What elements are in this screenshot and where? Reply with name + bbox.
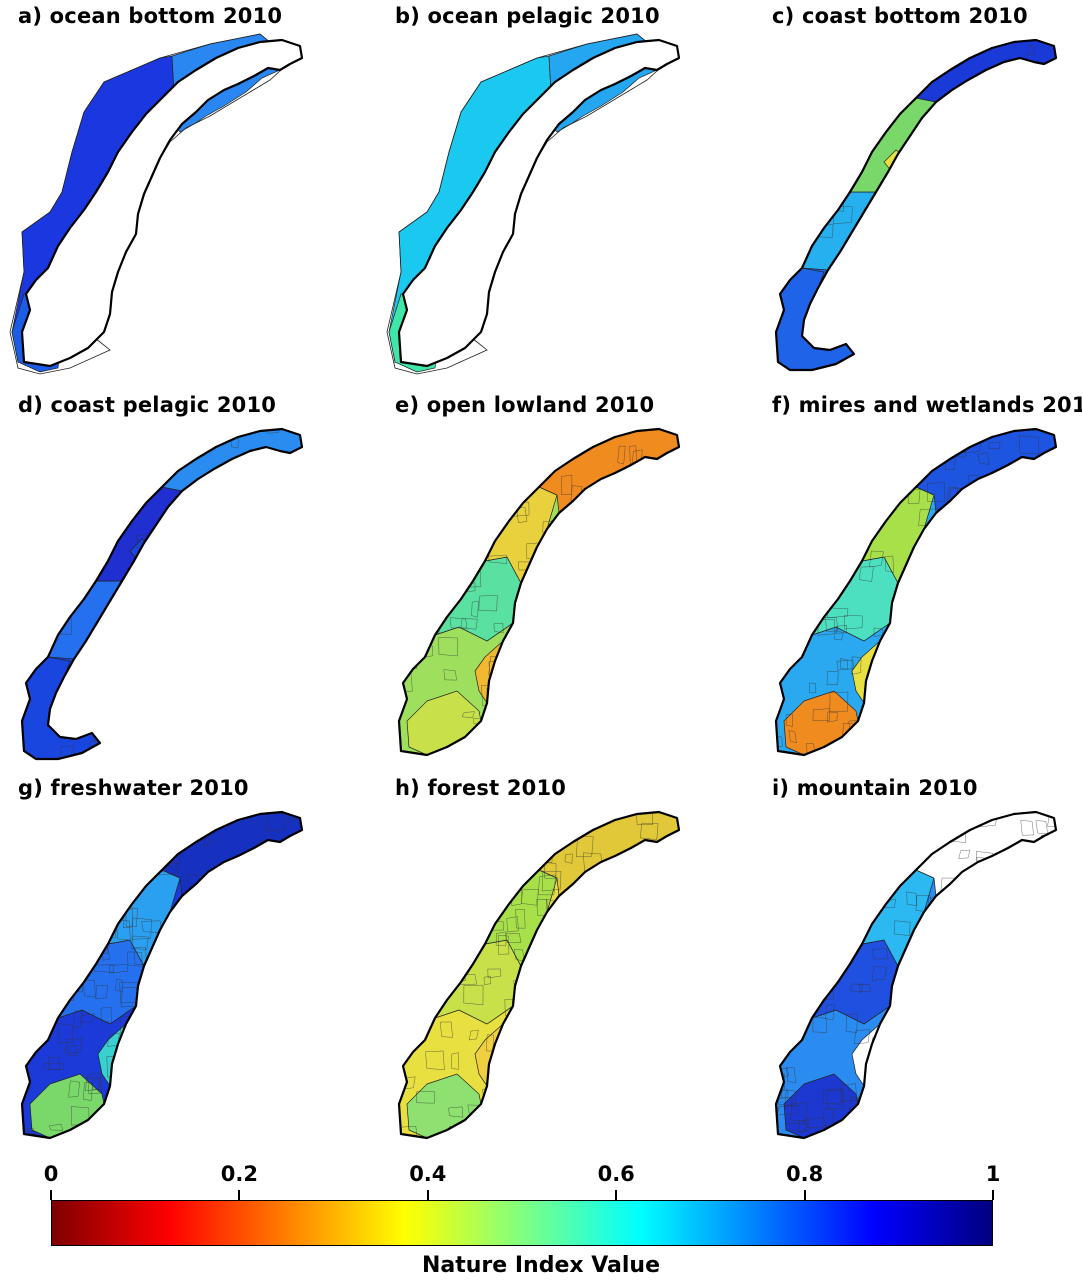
land-area: [22, 40, 302, 366]
map-panel: e) open lowland 2010: [387, 389, 747, 777]
norway-map: [386, 33, 681, 375]
colorbar: [51, 1200, 993, 1246]
panel-title: i) mountain 2010: [772, 776, 978, 800]
panel-title: h) forest 2010: [395, 776, 567, 800]
panel-title: b) ocean pelagic 2010: [395, 4, 660, 28]
map-panel: g) freshwater 2010: [10, 772, 370, 1160]
norway-map: [9, 33, 304, 375]
map-panel: h) forest 2010: [387, 772, 747, 1160]
map-region: [801, 191, 877, 271]
colorbar-tick: [50, 1190, 52, 1200]
norway-map: [774, 810, 1058, 1140]
panel-title: c) coast bottom 2010: [772, 4, 1028, 28]
map-region: [95, 486, 183, 582]
map-region: [915, 429, 1056, 514]
map-panel: b) ocean pelagic 2010: [386, 0, 747, 388]
colorbar-tick-label: 0.6: [597, 1162, 635, 1186]
colorbar-tick-label: 1: [985, 1162, 1001, 1186]
colorbar-tick: [615, 1190, 618, 1200]
colorbar-tick: [803, 1190, 806, 1200]
panel-title: f) mires and wetlands 2010: [772, 393, 1082, 417]
map-region: [161, 812, 302, 897]
norway-map: [20, 810, 304, 1140]
map-region: [849, 97, 937, 193]
map-panel: c) coast bottom 2010: [764, 0, 1082, 388]
map-region: [47, 580, 123, 660]
panel-title: d) coast pelagic 2010: [18, 393, 277, 417]
colorbar-tick-label: 0.2: [220, 1162, 258, 1186]
map-region: [538, 429, 679, 514]
norway-map: [397, 810, 681, 1140]
legend-title: Nature Index Value: [421, 1253, 661, 1278]
land-area: [399, 40, 679, 366]
norway-map: [397, 427, 681, 757]
colorbar-tick: [426, 1190, 429, 1200]
norway-map: [774, 427, 1058, 757]
colorbar-tick-label: 0.8: [785, 1162, 824, 1186]
map-panel: f) mires and wetlands 2010: [764, 389, 1082, 777]
colorbar-tick: [992, 1190, 994, 1200]
map-panel: a) ocean bottom 2010: [9, 0, 370, 388]
norway-map: [20, 427, 304, 761]
map-region: [915, 812, 1056, 897]
panel-title: e) open lowland 2010: [395, 393, 655, 417]
map-panel: d) coast pelagic 2010: [10, 389, 370, 777]
colorbar-tick-label: 0.4: [409, 1162, 447, 1186]
colorbar-tick-label: 0: [43, 1162, 59, 1186]
panel-title: g) freshwater 2010: [18, 776, 249, 800]
panel-title: a) ocean bottom 2010: [18, 4, 283, 28]
colorbar-tick: [238, 1190, 241, 1200]
map-panel: i) mountain 2010: [764, 772, 1082, 1160]
norway-map: [774, 38, 1058, 372]
